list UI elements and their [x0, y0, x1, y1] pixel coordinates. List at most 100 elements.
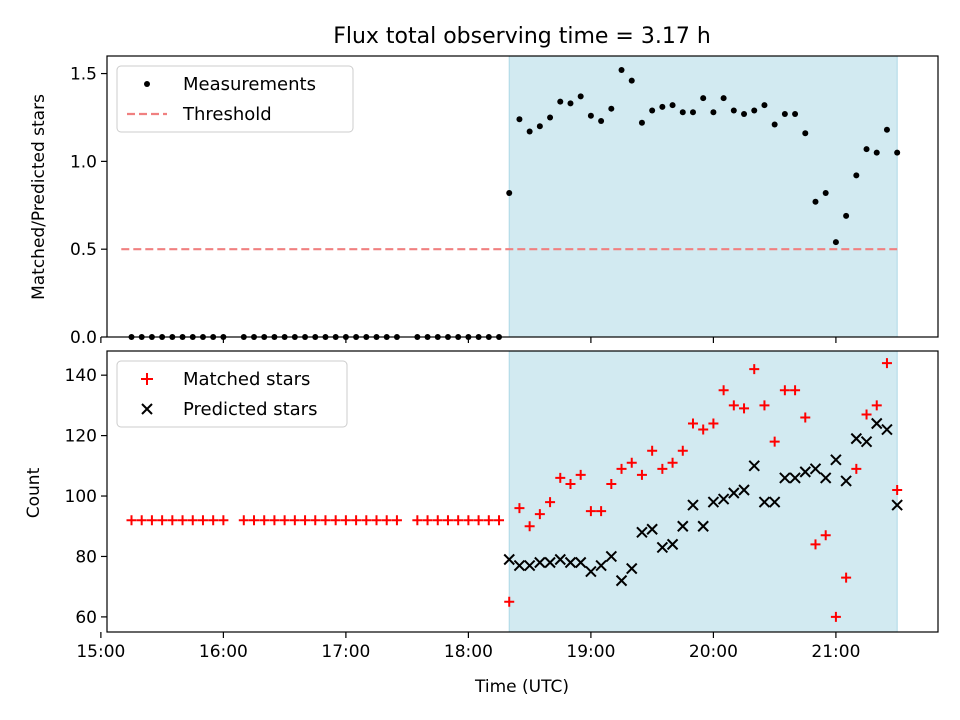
- axes-frame: [106, 55, 939, 338]
- measurement-point: [863, 146, 870, 153]
- measurement-point: [873, 149, 880, 156]
- predicted-stars-point: [789, 472, 801, 484]
- y-tick-label: 0.0: [70, 328, 97, 348]
- x-tick-label: 16:00: [199, 642, 248, 662]
- legend-swatch-matched: [141, 373, 153, 385]
- predicted-stars-point: [881, 423, 893, 436]
- measurement-point: [700, 95, 707, 102]
- predicted-stars-point: [595, 559, 607, 572]
- measurement-point: [608, 105, 615, 112]
- predicted-stars-point: [738, 484, 750, 496]
- measurement-point: [628, 77, 635, 84]
- matched-stars-point: [830, 611, 841, 622]
- count-panel: 60 80 100 120 140 15:00 16:00 17:00 18:00 19:00 20…: [65, 350, 939, 662]
- matched-stars-point: [626, 457, 637, 468]
- predicted-stars-point: [728, 487, 740, 499]
- matched-stars-point: [749, 364, 760, 375]
- matched-stars-point: [340, 515, 351, 526]
- legend-label: Matched stars: [183, 369, 310, 390]
- matched-stars-point: [596, 506, 607, 517]
- matched-stars-point: [759, 400, 770, 411]
- matched-stars-point: [494, 515, 505, 526]
- predicted-stars-point: [871, 417, 883, 430]
- matched-stars-point: [432, 515, 443, 526]
- matched-stars-point: [279, 515, 290, 526]
- measurement-point: [567, 100, 574, 107]
- matched-stars-point: [687, 418, 698, 429]
- matched-stars-point: [871, 400, 882, 411]
- measurement-point: [659, 103, 666, 110]
- matched-stars-point: [585, 506, 596, 517]
- x-tick-label: 18:00: [444, 642, 493, 662]
- predicted-stars-point: [666, 538, 679, 551]
- measurement-point: [679, 109, 686, 116]
- x-tick-label: 17:00: [321, 642, 370, 662]
- matched-stars-point: [708, 418, 719, 429]
- predicted-stars-point: [677, 520, 689, 532]
- x-tick-label: 19:00: [566, 642, 615, 662]
- predicted-stars-point: [748, 460, 760, 472]
- matched-stars-point: [422, 515, 433, 526]
- measurement-point: [751, 107, 758, 114]
- predicted-stars-point: [819, 472, 832, 484]
- matched-stars-point: [463, 515, 474, 526]
- y-tick-label: 120: [65, 427, 97, 447]
- observing-interval-shade: [508, 350, 898, 633]
- matched-stars-point: [126, 515, 137, 526]
- legend-swatch-predicted: [141, 403, 153, 415]
- y-tick-label: 140: [65, 366, 97, 386]
- legend-swatch-measurements: [144, 81, 150, 87]
- predicted-stars-point: [615, 574, 628, 587]
- measurement-point: [547, 114, 554, 121]
- measurement-point: [883, 126, 890, 133]
- matched-stars-point: [136, 515, 147, 526]
- matched-stars-point: [800, 412, 811, 423]
- matched-stars-point: [412, 515, 423, 526]
- y-tick-label: 80: [75, 547, 97, 567]
- predicted-stars-point: [646, 523, 658, 535]
- y-tick-label: 60: [75, 608, 97, 628]
- measurement-point: [526, 128, 533, 135]
- matched-stars-point: [320, 515, 331, 526]
- measurement-point: [781, 110, 788, 117]
- legend-label: Threshold: [182, 104, 272, 125]
- predicted-stars-point: [585, 565, 597, 578]
- predicted-stars-point: [544, 556, 556, 569]
- matched-stars-point: [892, 484, 903, 495]
- matched-stars-point: [391, 515, 402, 526]
- matched-stars-point: [473, 515, 484, 526]
- predicted-stars-point: [707, 496, 720, 508]
- matched-stars-point: [238, 515, 249, 526]
- matched-stars-point: [208, 515, 219, 526]
- matched-stars-point: [555, 472, 566, 483]
- measurement-point: [720, 95, 727, 102]
- chart-title: Flux total observing time = 3.17 h: [333, 24, 711, 49]
- matched-stars-point: [861, 409, 872, 420]
- matched-stars-point: [851, 463, 862, 474]
- measurement-point: [853, 172, 860, 179]
- matched-stars-point: [146, 515, 157, 526]
- matched-stars-point: [698, 424, 709, 435]
- predicted-stars-point: [554, 553, 566, 566]
- x-axis-label: Time (UTC): [474, 677, 569, 697]
- observing-interval-shade: [508, 55, 898, 338]
- measurement-point: [618, 67, 625, 74]
- matched-stars-point: [310, 515, 321, 526]
- predicted-stars-point: [809, 463, 822, 475]
- measurement-point: [822, 189, 829, 196]
- legend-box: [116, 65, 354, 133]
- measurement-point: [557, 98, 564, 105]
- matched-stars-point: [820, 530, 831, 541]
- predicted-stars-point: [758, 496, 771, 508]
- legend-label: Predicted stars: [183, 399, 317, 420]
- predicted-stars-point: [534, 556, 546, 569]
- matched-stars-point: [881, 358, 892, 369]
- matched-stars-point: [636, 469, 647, 480]
- legend-box: [116, 360, 348, 428]
- matched-stars-point: [289, 515, 300, 526]
- matched-stars-point: [442, 515, 453, 526]
- axes-frame: [106, 350, 939, 633]
- matched-stars-point: [330, 515, 341, 526]
- x-tick-label: 15:00: [76, 642, 125, 662]
